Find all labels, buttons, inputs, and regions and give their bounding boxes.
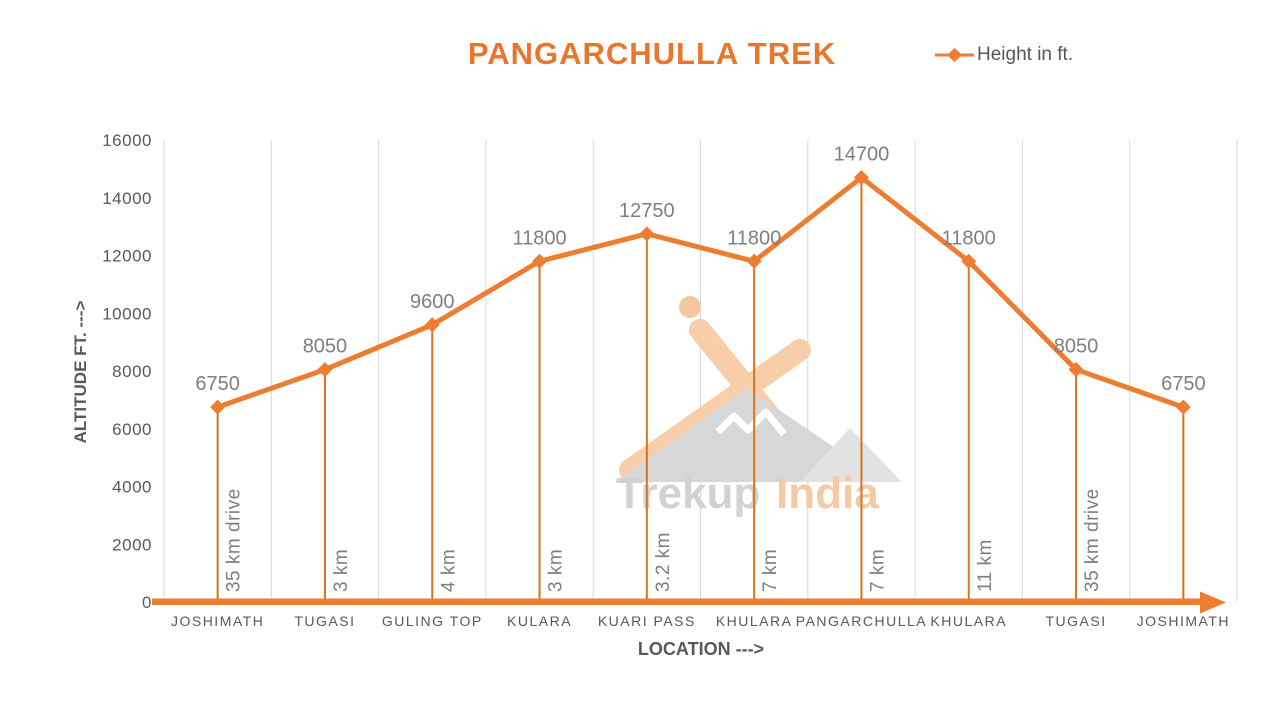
segment-distance-label: 7 km <box>867 549 888 592</box>
x-category-label: TUGASI <box>1045 613 1106 629</box>
series-line <box>215 175 1186 410</box>
x-axis-title: LOCATION ---> <box>638 639 764 659</box>
x-category-label: KHULARA <box>930 613 1007 629</box>
y-tick-label: 6000 <box>112 420 152 439</box>
data-point-label: 11800 <box>727 227 781 249</box>
data-point-label: 11800 <box>512 227 566 249</box>
y-tick-label: 14000 <box>102 189 152 208</box>
x-category-label: JOSHIMATH <box>1137 613 1230 629</box>
segment-distance-label: 35 km drive <box>224 488 245 592</box>
axis-labels-layer: 0 2000 4000 6000 8000 10000 12000 14000 16000 675… <box>71 131 1230 659</box>
data-point-label: 11800 <box>942 227 996 249</box>
y-tick-label: 4000 <box>112 478 152 497</box>
data-point-label: 12750 <box>619 200 675 222</box>
watermark-brand-secondary: India <box>776 469 879 518</box>
segment-distance-label: 3.2 km <box>653 532 674 592</box>
segment-distance-label: 3 km <box>546 549 567 592</box>
y-tick-label: 10000 <box>102 304 152 323</box>
data-point-label: 6750 <box>1161 373 1206 395</box>
data-point-marker <box>532 253 548 269</box>
segment-distance-label: 3 km <box>331 549 352 592</box>
chart-title: PANGARCHULLA TREK <box>467 36 837 71</box>
series-layer <box>152 170 1226 614</box>
watermark-mountain-main <box>615 388 885 482</box>
y-axis-title: ALTITUDE FT. ---> <box>71 301 90 444</box>
data-point-marker <box>424 317 440 333</box>
data-point-marker <box>1175 399 1191 415</box>
segment-distance-label: 4 km <box>438 549 459 592</box>
y-tick-label: 8000 <box>112 362 152 381</box>
x-category-label: JOSHIMATH <box>171 613 264 629</box>
segment-distance-label: 35 km drive <box>1082 488 1103 592</box>
y-tick-label: 2000 <box>112 535 152 554</box>
y-tick-label: 12000 <box>102 247 152 266</box>
data-point-marker <box>210 399 226 415</box>
x-category-label: GULING TOP <box>382 613 483 629</box>
x-category-label: KHULARA <box>716 613 793 629</box>
watermark-brand-primary: Trekup <box>616 469 760 518</box>
trekup-india-watermark: Trekup India <box>615 296 902 518</box>
watermark-mountain-right <box>800 428 902 482</box>
x-category-label: TUGASI <box>294 613 355 629</box>
segment-distance-label: 7 km <box>760 549 781 592</box>
data-point-marker <box>639 226 655 242</box>
segment-distance-label: 11 km <box>975 539 996 592</box>
y-tick-label: 0 <box>142 593 152 612</box>
watermark-hiker-body <box>619 339 811 481</box>
watermark-snow-line <box>715 408 787 437</box>
legend: Height in ft. <box>934 44 1073 66</box>
legend-label: Height in ft. <box>977 44 1074 65</box>
data-point-label: 14700 <box>834 144 890 166</box>
data-point-marker <box>853 170 869 186</box>
data-point-label: 9600 <box>410 291 455 313</box>
data-point-marker <box>317 362 333 378</box>
x-axis-arrow-icon <box>1200 591 1226 614</box>
x-category-label: PANGARCHULLA <box>796 613 927 629</box>
data-point-label: 6750 <box>195 373 240 395</box>
legend-series-marker-icon <box>935 48 974 62</box>
data-point-marker <box>961 253 977 269</box>
data-point-label: 8050 <box>1054 336 1099 358</box>
x-axis-line <box>152 598 1201 605</box>
data-point-label: 8050 <box>303 336 348 358</box>
watermark-hiker-head <box>679 296 701 318</box>
y-tick-label: 16000 <box>102 131 152 150</box>
data-point-marker <box>1068 362 1084 378</box>
data-point-marker <box>746 253 762 269</box>
x-category-label: KULARA <box>507 613 572 629</box>
x-category-label: KUARI PASS <box>598 613 696 629</box>
